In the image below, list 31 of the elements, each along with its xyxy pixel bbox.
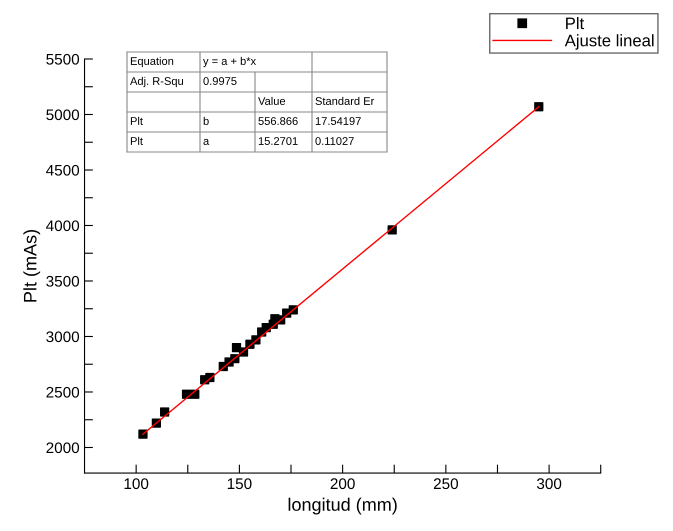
x-axis-title: longitud (mm) — [288, 498, 397, 515]
annotation: Plt — [130, 136, 143, 145]
y-tick-label: 5000 — [46, 109, 80, 120]
legend-label: Plt — [566, 16, 584, 30]
annotation: 0.11027 — [315, 137, 354, 145]
annotation: a — [203, 138, 210, 145]
annotation: 15.2701 — [258, 137, 298, 145]
legend-label: Ajuste lineal — [564, 34, 654, 50]
annotation: 17.54197 — [316, 117, 361, 125]
annotation: Plt — [130, 116, 143, 125]
annotation: 0.9975 — [203, 77, 237, 85]
annotation: Equation — [130, 56, 174, 68]
annotation: Adj. R-Squ — [130, 76, 183, 88]
y-tick-label: 5500 — [46, 54, 80, 65]
y-axis-title: Plt (mAs) — [23, 230, 40, 302]
y-tick-label: 4000 — [46, 220, 80, 232]
x-tick-label: 250 — [434, 478, 458, 490]
annotation: Value — [258, 96, 286, 105]
x-tick-label: 300 — [536, 478, 562, 490]
y-tick-label: 3500 — [46, 276, 80, 287]
y-tick-label: 4500 — [46, 164, 80, 176]
x-tick-label: 200 — [330, 478, 355, 490]
y-tick-label: 2000 — [46, 442, 80, 454]
annotation: Standard Er — [316, 96, 374, 105]
x-tick-label: 100 — [124, 478, 148, 490]
annotation: b — [204, 116, 209, 125]
y-tick-label: 2500 — [46, 386, 80, 398]
y-tick-label: 3000 — [46, 331, 80, 342]
annotation: y = a + b*x — [203, 56, 256, 68]
x-tick-label: 150 — [228, 478, 252, 490]
annotation: 556.866 — [258, 117, 298, 125]
